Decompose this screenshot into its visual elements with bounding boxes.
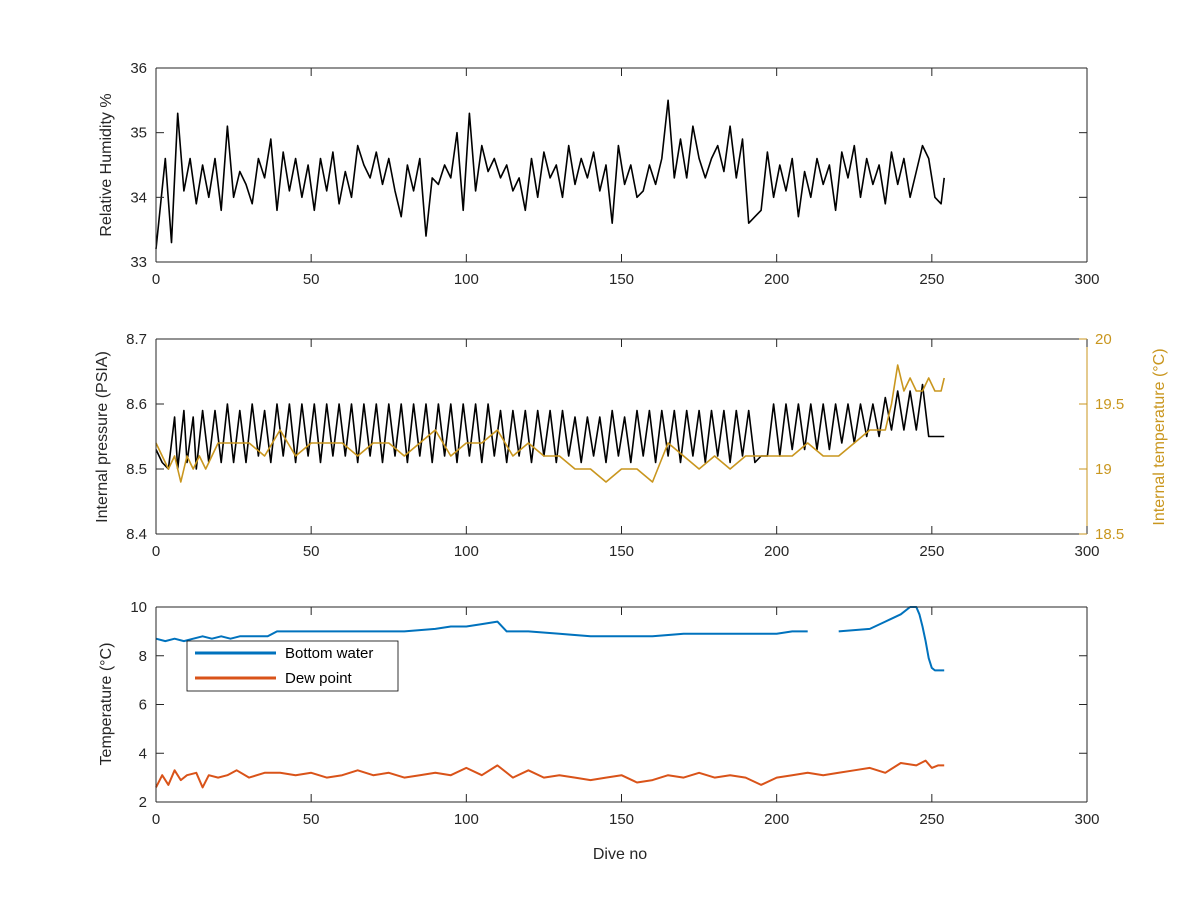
- y-tick-label: 8.6: [126, 396, 147, 413]
- y-tick-label: 10: [130, 599, 147, 616]
- series-line-0-0: [155, 99, 945, 250]
- legend-label-dew-point: Dew point: [285, 670, 353, 687]
- series-line-bottom-water: [155, 606, 945, 672]
- x-tick-label: 300: [1074, 811, 1099, 828]
- axes-frame: 0 50 100 150 200 250 300 8.4 8.5 8.6 8.7 18.5 19 19.5…: [126, 331, 1124, 560]
- legend: Bottom water Dew point: [186, 640, 399, 692]
- y-tick-label: 8: [139, 648, 147, 665]
- x-tick-label: 200: [764, 543, 789, 560]
- x-tick-label: 300: [1074, 271, 1099, 288]
- y-tick-label: 35: [130, 125, 147, 142]
- internal-temperature-y-label: Internal temperature (°C): [1151, 348, 1168, 525]
- y-tick-label: 4: [139, 745, 147, 762]
- x-tick-label: 250: [919, 543, 944, 560]
- x-tick-label: 150: [609, 543, 634, 560]
- x-tick-label: 250: [919, 271, 944, 288]
- x-tick-label: 50: [303, 271, 320, 288]
- series-line-dew-point: [155, 759, 945, 789]
- x-tick-label: 300: [1074, 543, 1099, 560]
- axes-frame: 0 50 100 150 200 250 300 2 4 6 8 10: [130, 599, 1099, 828]
- axes-frame: 0 50 100 150 200 250 300 33 34 35 36: [130, 60, 1099, 288]
- y-tick-label: 34: [130, 189, 147, 206]
- x-tick-label: 250: [919, 811, 944, 828]
- x-tick-label: 0: [152, 811, 160, 828]
- series-group: [155, 606, 945, 789]
- y-tick-label: 8.4: [126, 526, 147, 543]
- pressure-panel: Internal pressure (PSIA) Internal temper…: [94, 331, 1168, 560]
- x-tick-label: 50: [303, 543, 320, 560]
- dive-no-x-label: Dive no: [593, 846, 647, 863]
- y-tick-label: 8.5: [126, 461, 147, 478]
- humidity-y-label: Relative Humidity %: [98, 93, 115, 236]
- x-tick-label: 150: [609, 811, 634, 828]
- y-right-tick-label: 18.5: [1095, 526, 1124, 543]
- legend-box: [186, 640, 399, 692]
- x-tick-label: 150: [609, 271, 634, 288]
- x-tick-label: 100: [454, 811, 479, 828]
- x-tick-label: 200: [764, 271, 789, 288]
- y-tick-label: 8.7: [126, 331, 147, 348]
- y-tick-label: 2: [139, 794, 147, 811]
- y-right-tick-label: 19: [1095, 461, 1112, 478]
- x-tick-label: 0: [152, 543, 160, 560]
- y-tick-label: 6: [139, 697, 147, 714]
- legend-label-bottom-water: Bottom water: [285, 645, 373, 662]
- series-group: [155, 364, 945, 483]
- series-group: [155, 99, 945, 250]
- x-tick-label: 0: [152, 271, 160, 288]
- x-tick-label: 50: [303, 811, 320, 828]
- y-tick-label: 36: [130, 60, 147, 77]
- temperature-y-label: Temperature (°C): [98, 643, 115, 766]
- x-tick-label: 100: [454, 271, 479, 288]
- humidity-panel: Relative Humidity % 0 50 100 150 200 250 300 33…: [98, 60, 1100, 288]
- temperature-panel: Temperature (°C) Dive no 0 50 100 150 200 250…: [98, 599, 1100, 863]
- series-line-1-1: [155, 364, 945, 483]
- x-tick-label: 100: [454, 543, 479, 560]
- y-right-tick-label: 20: [1095, 331, 1112, 348]
- y-tick-label: 33: [130, 254, 147, 271]
- x-tick-label: 200: [764, 811, 789, 828]
- y-right-tick-label: 19.5: [1095, 396, 1124, 413]
- pressure-y-label: Internal pressure (PSIA): [94, 351, 111, 523]
